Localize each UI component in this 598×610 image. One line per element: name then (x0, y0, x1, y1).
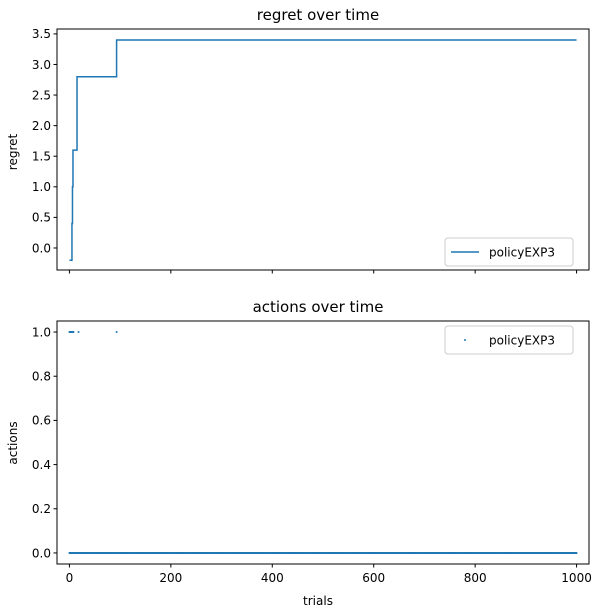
actions-x-tick-label: 800 (464, 571, 487, 585)
regret-legend: policyEXP3 (445, 238, 573, 266)
actions-point-zero (576, 552, 578, 554)
regret-y-tick-label: 3.0 (32, 58, 51, 72)
regret-y-tick-label: 2.0 (32, 119, 51, 133)
actions-y-tick-label: 0.8 (32, 370, 51, 384)
actions-chart-title: actions over time (253, 298, 384, 316)
actions-legend-label: policyEXP3 (489, 334, 555, 348)
actions-y-axis-label: actions (6, 421, 20, 464)
actions-legend: policyEXP3 (445, 326, 573, 354)
actions-y-tick-label: 0.4 (32, 458, 51, 472)
actions-point-one (72, 331, 74, 333)
regret-chart-title: regret over time (257, 6, 379, 24)
regret-y-tick-label: 2.5 (32, 88, 51, 102)
actions-point-one (116, 331, 118, 333)
regret-y-tick-label: 3.5 (32, 27, 51, 41)
regret-y-axis-label: regret (6, 133, 20, 170)
actions-x-tick-label: 0 (66, 571, 74, 585)
actions-x-axis-label: trials (303, 594, 333, 608)
regret-y-tick-label: 1.5 (32, 150, 51, 164)
actions-y-tick-label: 0.2 (32, 502, 51, 516)
actions-y-tick-label: 0.0 (32, 546, 51, 560)
actions-x-tick-label: 200 (159, 571, 182, 585)
regret-y-tick-label: 0.5 (32, 211, 51, 225)
actions-x-tick-label: 1000 (561, 571, 592, 585)
regret-legend-label: policyEXP3 (489, 246, 555, 260)
regret-y-tick-label: 1.0 (32, 180, 51, 194)
actions-point-one (78, 331, 80, 333)
regret-y-tick-label: 0.0 (32, 241, 51, 255)
actions-x-tick-label: 400 (261, 571, 284, 585)
actions-x-tick-label: 600 (362, 571, 385, 585)
actions-legend-marker-swatch (464, 339, 466, 341)
actions-y-tick-label: 0.6 (32, 414, 51, 428)
actions-y-tick-label: 1.0 (32, 325, 51, 339)
